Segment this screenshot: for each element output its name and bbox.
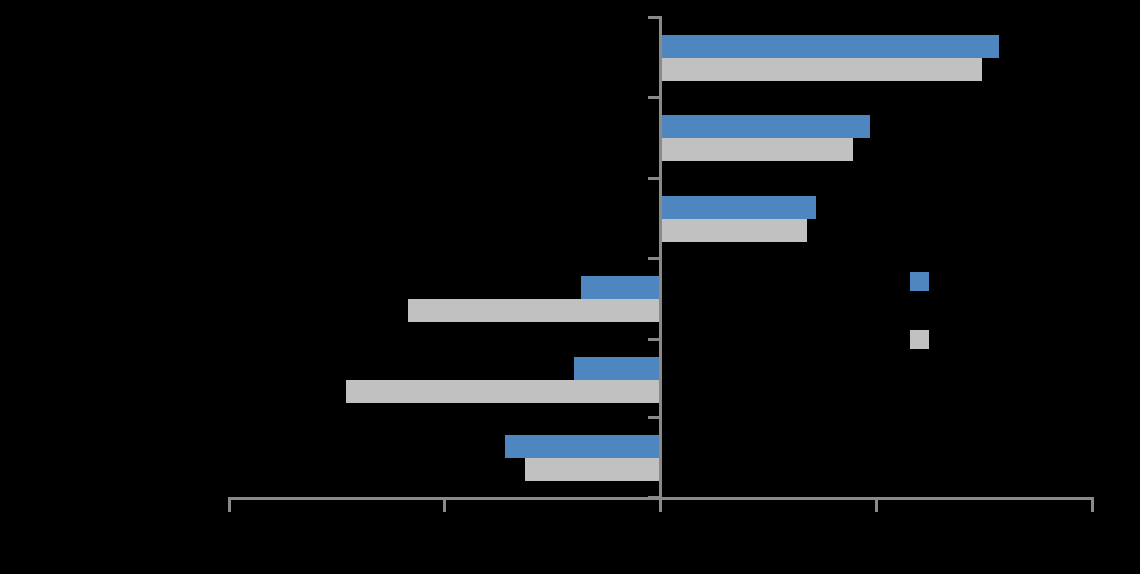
y-axis-tick [648,257,662,260]
bar-gray-series-row-2 [660,138,853,161]
bar-gray-series-row-4 [408,299,661,322]
x-axis-tick [874,497,878,512]
bar-blue-series-row-5 [574,357,661,380]
bar-blue-series-row-3 [660,196,816,219]
y-axis-tick [648,177,662,180]
bar-gray-series-row-5 [345,380,661,403]
bar-blue-series-row-4 [580,276,661,299]
x-axis-tick [659,497,662,512]
x-axis-tick [227,497,231,512]
bar-blue-series-row-1 [660,35,1000,58]
y-axis-tick [648,96,662,99]
y-axis-tick [648,496,662,499]
x-axis-tick [443,497,447,512]
y-axis-tick [648,338,662,341]
y-axis-tick [648,416,662,419]
bar-gray-series-row-3 [660,219,808,242]
bar-gray-series-row-6 [524,458,661,481]
y-axis-tick [648,16,662,19]
legend-swatch-blue [910,272,929,291]
legend-swatch-gray [910,330,929,349]
bar-gray-series-row-1 [660,58,982,81]
y-axis-line [659,17,662,512]
x-axis-tick [1090,497,1094,512]
bar-blue-series-row-6 [505,435,661,458]
bar-blue-series-row-2 [660,115,870,138]
